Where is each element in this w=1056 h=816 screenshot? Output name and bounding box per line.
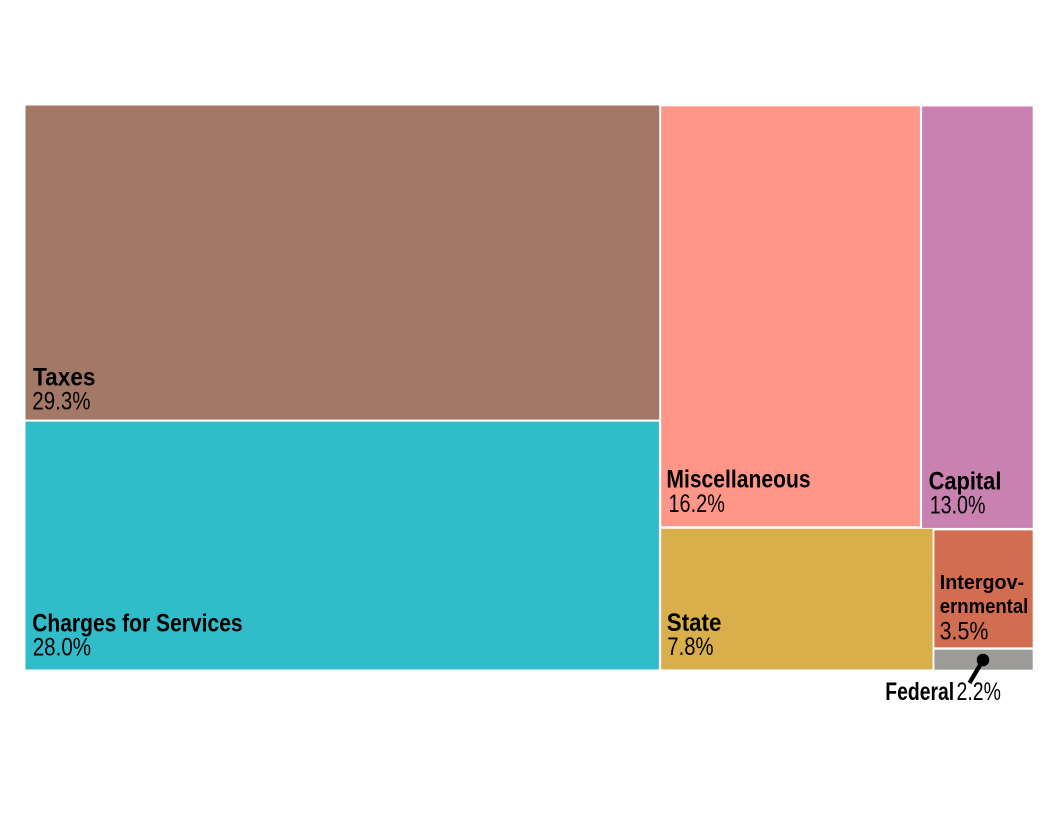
svg-text:13.0%: 13.0%: [930, 491, 986, 519]
svg-text:3.5%: 3.5%: [940, 618, 989, 646]
svg-text:Federal: Federal: [885, 678, 954, 706]
svg-text:Miscellaneous: Miscellaneous: [666, 466, 810, 494]
svg-text:28.0%: 28.0%: [33, 634, 91, 662]
svg-text:Capital: Capital: [929, 468, 1002, 496]
svg-text:ernmental: ernmental: [940, 596, 1029, 618]
svg-text:7.8%: 7.8%: [667, 633, 713, 661]
svg-text:Intergov-: Intergov-: [940, 572, 1024, 594]
svg-text:29.3%: 29.3%: [32, 388, 90, 416]
svg-text:State: State: [667, 609, 722, 637]
svg-text:Charges for Services: Charges for Services: [32, 610, 242, 638]
svg-text:2.2%: 2.2%: [957, 678, 1001, 706]
svg-text:16.2%: 16.2%: [669, 490, 725, 518]
svg-text:Taxes: Taxes: [33, 364, 96, 392]
